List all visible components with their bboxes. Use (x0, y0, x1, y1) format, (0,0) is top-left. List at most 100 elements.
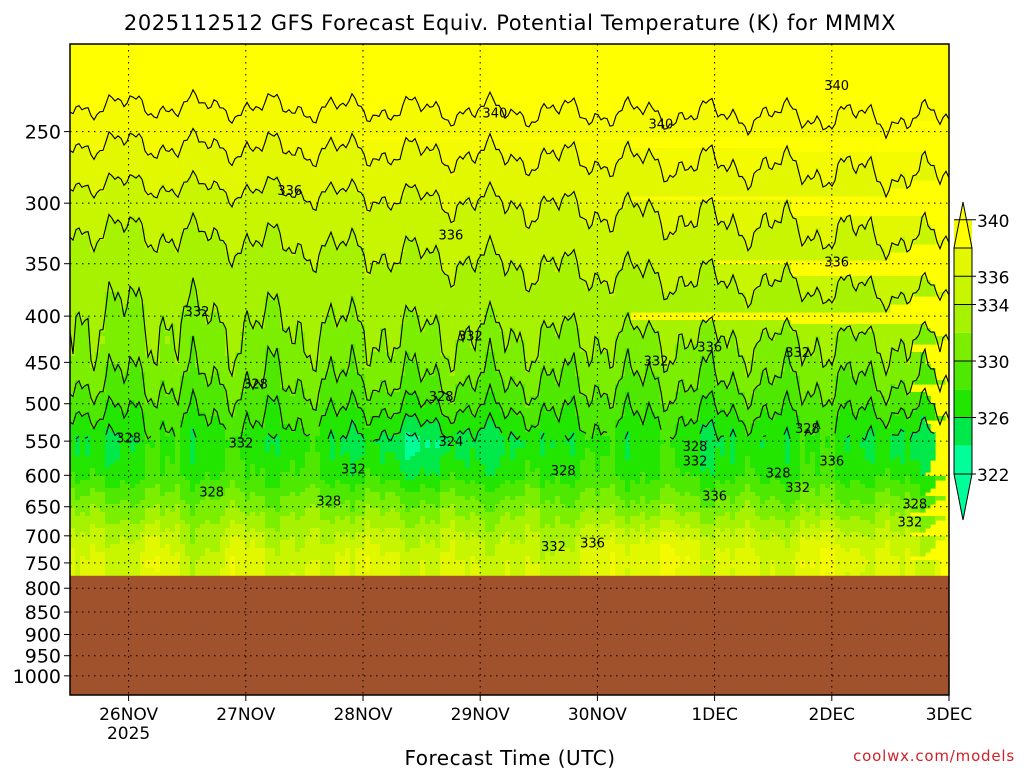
shade-cell (820, 464, 836, 469)
shade-cell (740, 492, 756, 497)
shade-cell (495, 504, 526, 509)
shade-cell (420, 188, 486, 193)
shade-cell (280, 364, 311, 369)
shade-cell (540, 380, 556, 385)
shade-cell (145, 496, 181, 501)
shade-cell (70, 504, 91, 509)
shade-cell (250, 528, 256, 533)
shade-cell (90, 332, 101, 337)
shade-cell (245, 540, 251, 545)
shade-cell (295, 512, 306, 517)
shade-cell (350, 500, 356, 505)
shade-cell (70, 156, 91, 161)
shade-cell (580, 460, 596, 465)
shade-cell (840, 528, 876, 533)
shade-cell (745, 540, 751, 545)
shade-cell (820, 240, 836, 245)
shade-cell (875, 548, 891, 553)
shade-cell (405, 188, 421, 193)
shade-cell (765, 444, 786, 449)
shade-cell (265, 304, 281, 309)
shade-cell (920, 332, 936, 337)
shade-cell (865, 108, 876, 113)
shade-cell (910, 356, 921, 361)
shade-cell (500, 484, 526, 489)
shade-cell (515, 496, 541, 501)
shade-cell (905, 460, 921, 465)
shade-cell (400, 572, 421, 577)
shade-cell (300, 548, 346, 553)
shade-cell (895, 456, 901, 461)
shade-cell (75, 532, 81, 537)
shade-cell (405, 372, 421, 377)
shade-cell (280, 384, 296, 389)
shade-cell (660, 224, 676, 229)
shade-cell (145, 140, 186, 145)
shade-cell (405, 440, 421, 445)
shade-cell (660, 504, 676, 509)
shade-cell (620, 376, 641, 381)
shade-cell (455, 388, 526, 393)
shade-cell (775, 112, 801, 117)
shade-cell (365, 204, 371, 209)
shade-cell (825, 436, 831, 441)
shade-cell (650, 364, 666, 369)
shade-cell (730, 408, 736, 413)
shade-cell (890, 544, 921, 549)
shade-cell (415, 452, 446, 457)
shade-cell (420, 564, 426, 569)
shade-cell (265, 448, 271, 453)
shade-cell (555, 540, 561, 545)
shade-cell (485, 140, 496, 145)
shade-cell (160, 344, 176, 349)
shade-cell (885, 128, 891, 133)
shade-cell (365, 396, 371, 401)
shade-cell (810, 536, 816, 541)
shade-cell (525, 416, 541, 421)
shade-cell (245, 512, 251, 517)
shade-cell (875, 536, 921, 541)
shade-cell (235, 364, 266, 369)
shade-cell (95, 472, 146, 477)
shade-cell (180, 192, 226, 197)
shade-cell (830, 444, 836, 449)
shade-cell (145, 352, 161, 357)
shade-cell (475, 156, 506, 161)
shade-cell (140, 568, 156, 573)
shade-cell (470, 512, 476, 517)
shade-cell (245, 324, 251, 329)
shade-cell (900, 564, 906, 569)
shade-cell (480, 460, 501, 465)
shade-cell (750, 184, 831, 189)
shade-cell (860, 500, 876, 505)
shade-cell (575, 256, 626, 261)
shade-cell (815, 456, 821, 461)
shade-cell (305, 352, 321, 357)
shade-cell (465, 496, 471, 501)
shade-cell (580, 276, 596, 281)
shade-cell (455, 364, 486, 369)
shade-cell (165, 184, 181, 189)
shade-cell (245, 380, 251, 385)
shade-cell (160, 400, 176, 405)
shade-cell (760, 536, 771, 541)
shade-cell (275, 448, 281, 453)
shade-cell (770, 480, 781, 485)
shade-cell (310, 260, 321, 265)
shade-cell (225, 448, 241, 453)
shade-cell (820, 340, 836, 345)
shade-cell (630, 528, 636, 533)
shade-cell (800, 120, 806, 125)
shade-cell (190, 408, 201, 413)
shade-cell (310, 356, 321, 361)
shade-cell (735, 276, 761, 281)
shade-cell (170, 336, 176, 341)
shade-cell (400, 560, 421, 565)
shade-cell (85, 440, 91, 445)
shade-cell (325, 144, 336, 149)
shade-cell (475, 200, 501, 205)
shade-cell (785, 152, 791, 157)
shade-cell (455, 264, 471, 269)
shade-cell (660, 460, 676, 465)
shade-cell (145, 392, 161, 397)
